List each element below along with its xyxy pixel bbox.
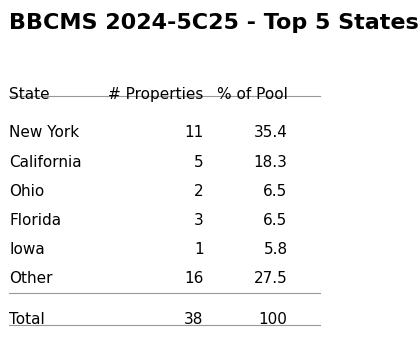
Text: Ohio: Ohio xyxy=(9,184,45,199)
Text: 5: 5 xyxy=(194,155,203,170)
Text: 27.5: 27.5 xyxy=(254,271,288,286)
Text: # Properties: # Properties xyxy=(108,87,203,102)
Text: 1: 1 xyxy=(194,242,203,257)
Text: % of Pool: % of Pool xyxy=(217,87,288,102)
Text: 100: 100 xyxy=(259,312,288,327)
Text: BBCMS 2024-5C25 - Top 5 States: BBCMS 2024-5C25 - Top 5 States xyxy=(9,13,419,33)
Text: Total: Total xyxy=(9,312,45,327)
Text: 11: 11 xyxy=(184,125,203,141)
Text: 3: 3 xyxy=(194,213,203,228)
Text: 38: 38 xyxy=(184,312,203,327)
Text: 5.8: 5.8 xyxy=(263,242,288,257)
Text: State: State xyxy=(9,87,50,102)
Text: Iowa: Iowa xyxy=(9,242,45,257)
Text: New York: New York xyxy=(9,125,79,141)
Text: Other: Other xyxy=(9,271,53,286)
Text: 6.5: 6.5 xyxy=(263,184,288,199)
Text: 18.3: 18.3 xyxy=(254,155,288,170)
Text: Florida: Florida xyxy=(9,213,61,228)
Text: California: California xyxy=(9,155,82,170)
Text: 6.5: 6.5 xyxy=(263,213,288,228)
Text: 2: 2 xyxy=(194,184,203,199)
Text: 35.4: 35.4 xyxy=(254,125,288,141)
Text: 16: 16 xyxy=(184,271,203,286)
